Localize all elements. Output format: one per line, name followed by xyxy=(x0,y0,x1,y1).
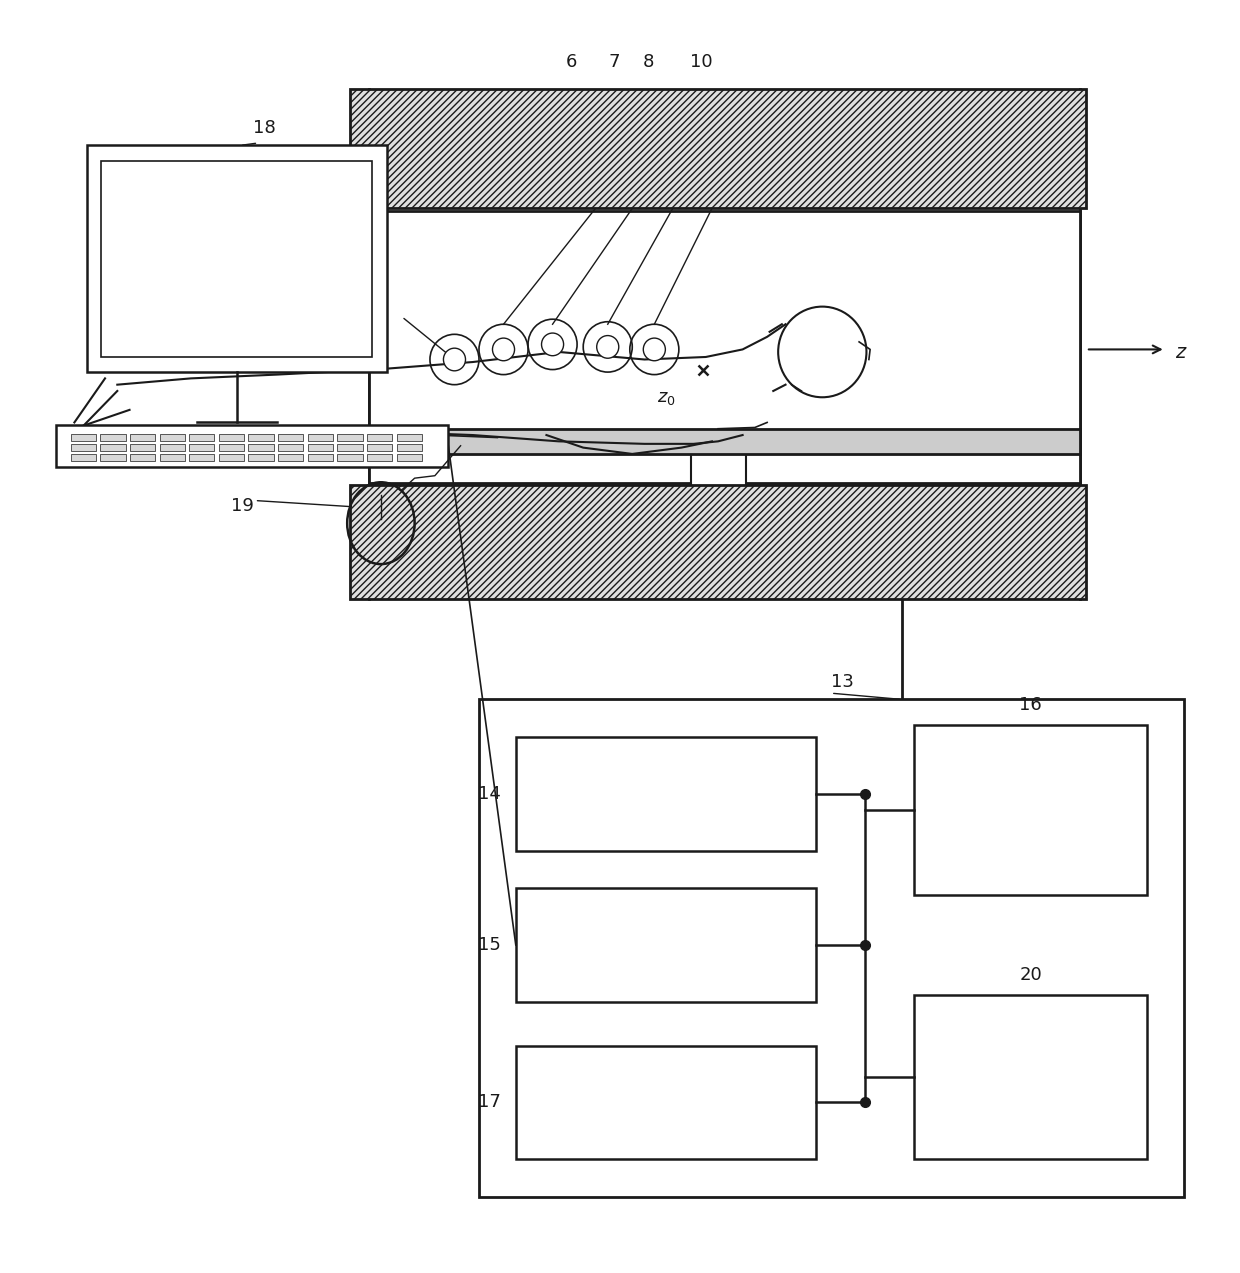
Bar xyxy=(397,454,422,462)
Text: z: z xyxy=(1176,344,1185,363)
Text: 6: 6 xyxy=(565,53,577,71)
Bar xyxy=(71,434,95,442)
Text: 11: 11 xyxy=(105,306,129,323)
Bar xyxy=(479,699,1184,1197)
Bar xyxy=(160,434,185,442)
Text: 17: 17 xyxy=(479,1094,501,1111)
Text: 8: 8 xyxy=(642,53,653,71)
Bar xyxy=(367,444,392,452)
Text: 7: 7 xyxy=(608,53,620,71)
Text: 13: 13 xyxy=(831,673,854,691)
Bar xyxy=(397,444,422,452)
Bar xyxy=(100,444,125,452)
Circle shape xyxy=(492,339,515,360)
Bar xyxy=(516,737,816,850)
Bar xyxy=(914,724,1147,895)
Text: 5: 5 xyxy=(363,299,374,317)
Bar xyxy=(100,434,125,442)
Text: 20: 20 xyxy=(1019,966,1042,984)
Circle shape xyxy=(542,334,564,355)
Bar xyxy=(337,454,362,462)
Bar xyxy=(337,444,362,452)
Bar xyxy=(87,145,387,372)
Bar xyxy=(308,454,332,462)
Bar xyxy=(278,444,304,452)
Bar xyxy=(350,89,1086,209)
Bar xyxy=(102,160,372,356)
Bar xyxy=(914,995,1147,1158)
Bar xyxy=(397,434,422,442)
Text: 14: 14 xyxy=(479,785,501,803)
Bar xyxy=(62,429,1080,454)
Bar xyxy=(248,434,274,442)
Bar xyxy=(248,444,274,452)
Bar xyxy=(516,889,816,1002)
Bar xyxy=(160,454,185,462)
Bar xyxy=(516,1045,816,1158)
Bar xyxy=(218,434,244,442)
Text: 15: 15 xyxy=(479,936,501,953)
Bar xyxy=(100,454,125,462)
Bar xyxy=(130,434,155,442)
Text: 18: 18 xyxy=(253,118,275,137)
Bar xyxy=(350,485,1086,598)
Bar xyxy=(130,444,155,452)
Text: 12: 12 xyxy=(130,214,154,232)
Bar xyxy=(190,454,215,462)
Bar xyxy=(691,454,745,598)
Bar xyxy=(367,434,392,442)
Bar xyxy=(190,434,215,442)
Bar xyxy=(368,211,1080,482)
Bar xyxy=(71,444,95,452)
Bar xyxy=(160,444,185,452)
Bar xyxy=(130,454,155,462)
Bar xyxy=(218,454,244,462)
Circle shape xyxy=(444,348,465,370)
Text: $z_0$: $z_0$ xyxy=(657,390,676,407)
Bar xyxy=(337,434,362,442)
Bar xyxy=(278,454,304,462)
Bar xyxy=(308,444,332,452)
Bar xyxy=(71,454,95,462)
Text: 19: 19 xyxy=(231,496,254,514)
Circle shape xyxy=(596,336,619,358)
Text: 16: 16 xyxy=(1019,695,1042,714)
Bar xyxy=(367,454,392,462)
Bar xyxy=(56,425,449,466)
Circle shape xyxy=(644,339,666,360)
Bar xyxy=(190,444,215,452)
Text: 10: 10 xyxy=(689,53,712,71)
Bar xyxy=(248,454,274,462)
Bar xyxy=(278,434,304,442)
Bar xyxy=(218,444,244,452)
Bar xyxy=(308,434,332,442)
